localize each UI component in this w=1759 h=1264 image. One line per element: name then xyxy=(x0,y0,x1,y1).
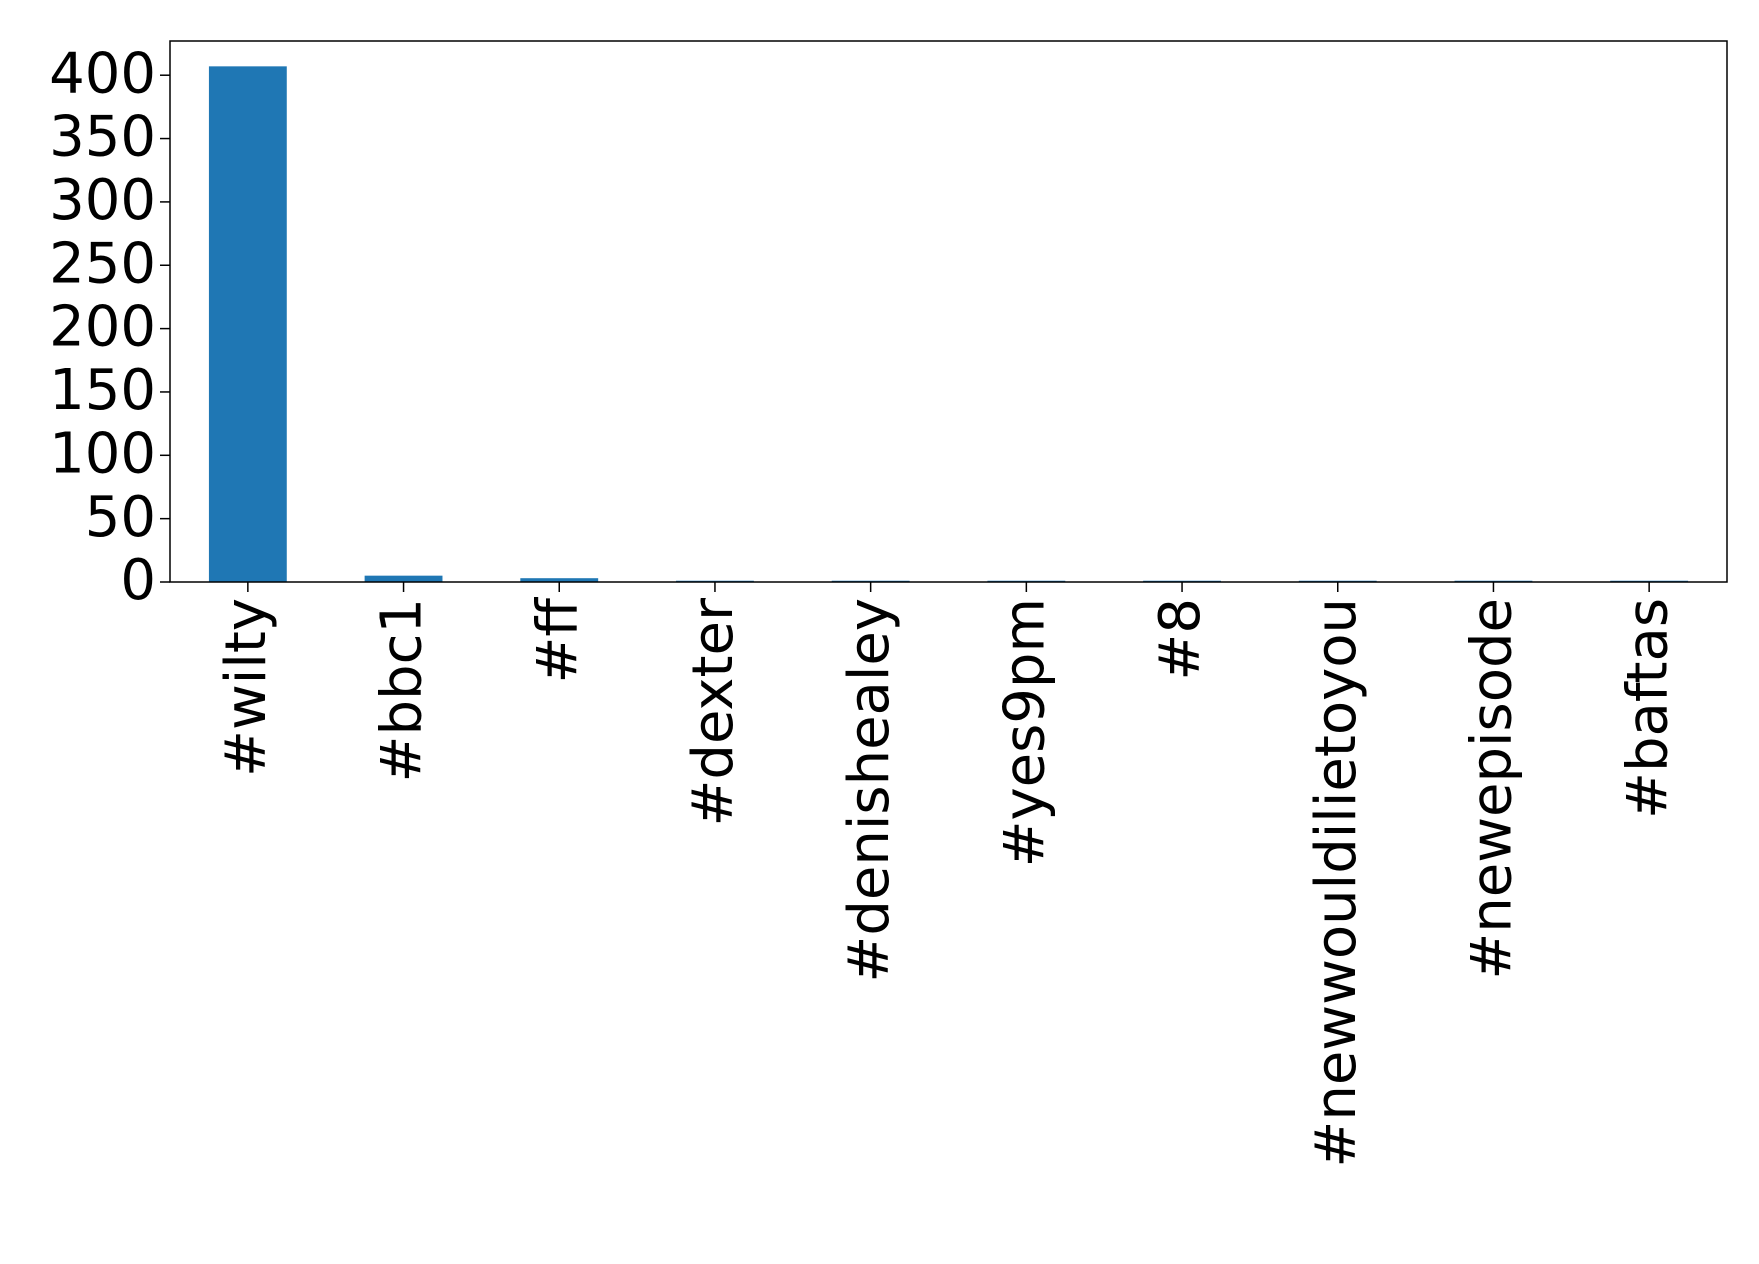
x-tick-label: #yes9pm xyxy=(992,598,1057,867)
x-tick-label: #bbc1 xyxy=(370,598,435,782)
y-tick-label: 400 xyxy=(49,41,156,106)
x-tick-label: #denishealey xyxy=(837,598,902,983)
y-tick-label: 0 xyxy=(120,548,156,613)
y-tick-label: 250 xyxy=(49,231,156,296)
bar xyxy=(520,578,599,582)
bar xyxy=(208,66,287,582)
y-tick-label: 200 xyxy=(49,295,156,360)
x-tick-label: #8 xyxy=(1148,598,1213,681)
y-tick-label: 300 xyxy=(49,168,156,233)
y-tick-label: 150 xyxy=(49,358,156,423)
y-tick-label: 350 xyxy=(49,105,156,170)
axes-frame xyxy=(169,40,1728,583)
y-tick-label: 100 xyxy=(49,421,156,486)
x-tick-label: #ff xyxy=(525,597,590,684)
x-tick-label: #dexter xyxy=(681,597,746,826)
x-tick-label: #wilty xyxy=(214,598,279,777)
x-tick-label: #baftas xyxy=(1615,598,1680,819)
bar xyxy=(364,575,443,582)
y-tick-label: 50 xyxy=(85,485,156,550)
x-tick-label: #newwouldilietoyou xyxy=(1304,598,1369,1168)
x-tick-label: #newepisode xyxy=(1460,598,1525,980)
